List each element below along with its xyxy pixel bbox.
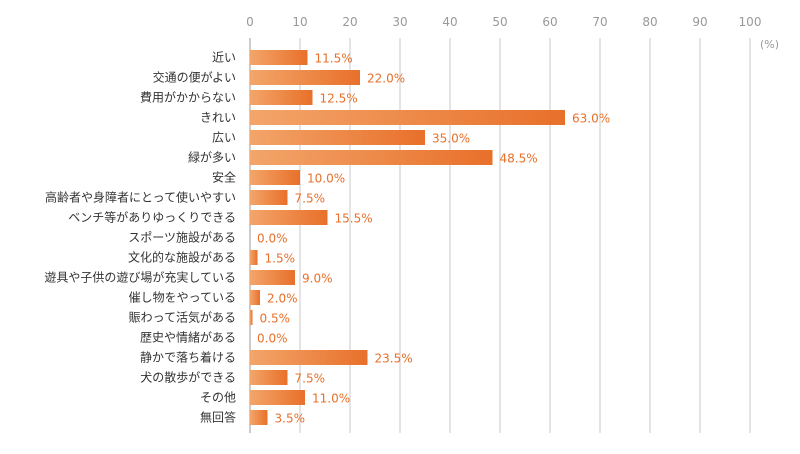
data-label: 12.5% xyxy=(320,92,358,106)
x-tick-label: 80 xyxy=(642,15,657,29)
category-label: 交通の便がよい xyxy=(153,70,236,85)
data-label: 3.5% xyxy=(275,412,306,426)
x-tick-label: 50 xyxy=(492,15,507,29)
x-tick-label: 30 xyxy=(392,15,407,29)
bar xyxy=(250,170,300,185)
category-label: 催し物をやっている xyxy=(129,291,236,305)
category-label: 静かで落ち着ける xyxy=(140,350,236,365)
unit-label: (%) xyxy=(760,38,779,51)
data-label: 22.0% xyxy=(367,72,405,86)
bar xyxy=(250,290,260,305)
data-label: 15.5% xyxy=(335,212,373,226)
category-label: 遊具や子供の遊び場が充実している xyxy=(44,270,236,285)
value-labels: 11.5% 22.0% 12.5% 63.0% 35.0% 48.5% 10.0% 7.5% 1… xyxy=(257,52,610,426)
data-label: 10.0% xyxy=(307,172,345,186)
data-label: 0.5% xyxy=(260,312,291,326)
category-label: 近い xyxy=(212,51,236,65)
bar xyxy=(250,370,288,385)
bar xyxy=(250,110,565,125)
category-label: 緑が多い xyxy=(188,150,236,165)
category-label: 文化的な施設がある xyxy=(128,250,236,265)
x-tick-label: 40 xyxy=(442,15,457,29)
x-tick-label: 100 xyxy=(739,15,762,29)
bar xyxy=(250,90,313,105)
category-label: 高齢者や身障者にとって使いやすい xyxy=(45,190,236,205)
x-tick-label: 60 xyxy=(542,15,557,29)
category-label: 賑わって活気がある xyxy=(129,310,236,325)
bar xyxy=(250,70,360,85)
bar xyxy=(250,350,368,365)
bar xyxy=(250,50,308,65)
bar xyxy=(250,310,253,325)
bar xyxy=(250,270,295,285)
data-label: 7.5% xyxy=(295,192,326,206)
data-label: 63.0% xyxy=(572,112,610,126)
data-label: 35.0% xyxy=(432,132,470,146)
category-label: ベンチ等がありゆっくりできる xyxy=(68,210,236,225)
x-tick-label: 90 xyxy=(692,15,707,29)
data-label: 1.5% xyxy=(265,252,296,266)
category-label: 無回答 xyxy=(200,410,236,425)
data-label: 2.0% xyxy=(267,292,298,306)
x-tick-label: 70 xyxy=(592,15,607,29)
category-label: 安全 xyxy=(212,170,236,185)
data-label: 0.0% xyxy=(257,232,288,246)
data-label: 23.5% xyxy=(375,352,413,366)
data-label: 0.0% xyxy=(257,332,288,346)
bar xyxy=(250,190,288,205)
category-label: 広い xyxy=(212,131,236,145)
x-axis-ticks: 0 10 20 30 40 50 60 70 80 90 100 xyxy=(246,15,761,29)
data-label: 11.5% xyxy=(315,52,353,66)
category-label: 費用がかからない xyxy=(140,90,236,105)
x-tick-label: 0 xyxy=(246,15,254,29)
category-label: きれい xyxy=(200,111,236,125)
category-labels: 近い交通の便がよい費用がかからないきれい広い緑が多い安全高齢者や身障者にとって使… xyxy=(44,51,236,425)
bar xyxy=(250,390,305,405)
bar xyxy=(250,250,258,265)
category-label: 犬の散歩ができる xyxy=(140,370,236,385)
data-label: 9.0% xyxy=(302,272,333,286)
category-label: スポーツ施設がある xyxy=(128,230,236,245)
data-label: 48.5% xyxy=(500,152,538,166)
x-tick-label: 20 xyxy=(342,15,357,29)
bar xyxy=(250,150,493,165)
data-label: 11.0% xyxy=(312,392,350,406)
bars xyxy=(250,50,565,425)
bar xyxy=(250,130,425,145)
bar xyxy=(250,410,268,425)
x-tick-label: 10 xyxy=(292,15,307,29)
category-label: その他 xyxy=(200,391,236,405)
bar xyxy=(250,210,328,225)
category-label: 歴史や情緒がある xyxy=(140,330,236,345)
data-label: 7.5% xyxy=(295,372,326,386)
